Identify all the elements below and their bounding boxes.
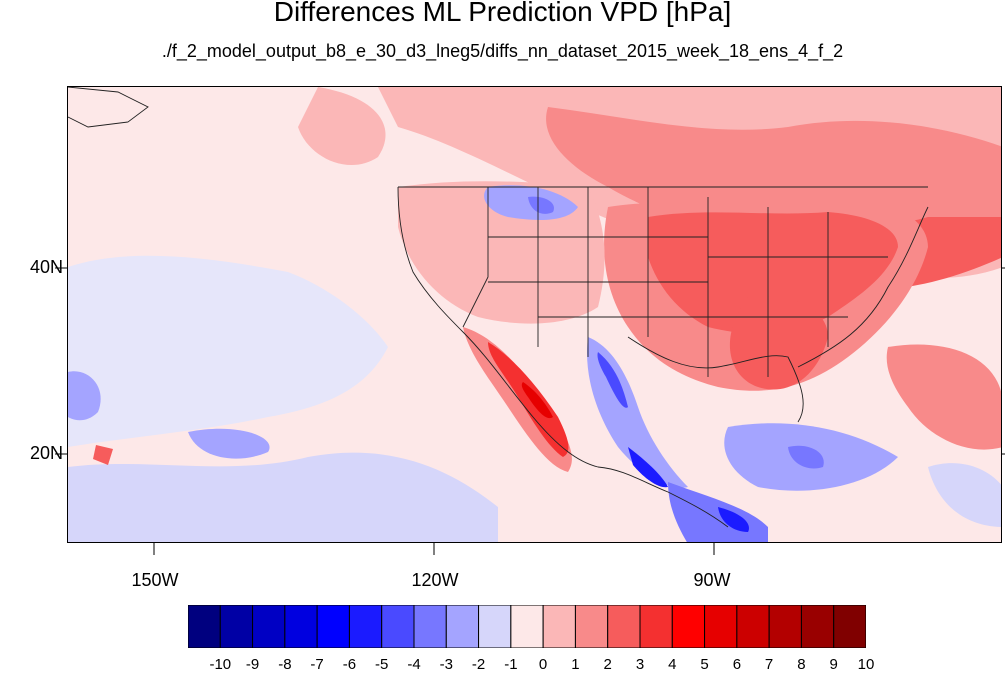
colorbar-tick-label: -4	[407, 656, 421, 673]
colorbar-tick-label: 4	[668, 656, 677, 673]
map-title: Differences ML Prediction VPD [hPa]	[273, 0, 732, 27]
colorbar-tick-label: -9	[245, 656, 260, 673]
colorbar-swatch	[510, 604, 544, 649]
colorbar	[187, 604, 867, 649]
colorbar-swatch	[478, 604, 512, 649]
colorbar-tick-label: 1	[571, 656, 580, 673]
lon-label-90w: 90W	[693, 570, 731, 590]
colorbar-swatch	[607, 604, 641, 649]
colorbar-swatch	[800, 604, 835, 649]
colorbar-swatch	[639, 604, 673, 649]
lon-label-120w: 120W	[411, 570, 459, 590]
colorbar-swatch	[574, 604, 609, 649]
map-plot-area	[67, 86, 1002, 543]
colorbar-tick-label: -7	[310, 656, 324, 673]
colorbar-swatch	[316, 604, 350, 649]
colorbar-tick-label: 2	[603, 656, 612, 673]
colorbar-tick-label: -5	[375, 656, 389, 673]
colorbar-tick-label: 6	[732, 656, 742, 673]
colorbar-tick-label: 5	[700, 656, 709, 673]
colorbar-swatch	[671, 604, 706, 649]
colorbar-tick-label: 10	[857, 656, 875, 673]
colorbar-tick-label: -10	[209, 656, 232, 673]
colorbar-swatch	[542, 604, 576, 649]
colorbar-swatch	[736, 604, 770, 649]
colorbar-tick-label: 9	[829, 656, 838, 673]
lat-label-20n: 20N	[30, 443, 64, 463]
colorbar-swatch	[252, 604, 286, 649]
colorbar-tick-label: -2	[471, 656, 486, 673]
lat-label-40n: 40N	[30, 257, 64, 277]
colorbar-swatch	[833, 604, 867, 649]
colorbar-swatch	[413, 604, 447, 649]
colorbar-swatches	[187, 604, 867, 649]
colorbar-swatch	[704, 604, 738, 649]
colorbar-tick-label: -6	[342, 656, 357, 673]
colorbar-tick-label: 0	[538, 656, 548, 673]
colorbar-swatch	[381, 604, 415, 649]
colorbar-tick-label: -8	[278, 656, 292, 673]
vpd-difference-field	[68, 87, 1001, 542]
colorbar-tick-label: 3	[635, 656, 645, 673]
colorbar-tick-label: 7	[764, 656, 774, 673]
colorbar-swatch	[348, 604, 383, 649]
colorbar-tick-label: 8	[797, 656, 806, 673]
colorbar-swatch	[219, 604, 254, 649]
colorbar-swatch	[187, 604, 221, 649]
colorbar-tick-label: -3	[439, 656, 453, 673]
colorbar-swatch	[284, 604, 318, 649]
colorbar-swatch	[445, 604, 480, 649]
colorbar-tick-label: -1	[504, 656, 518, 673]
map-subtitle: ./f_2_model_output_b8_e_30_d3_lneg5/diff…	[161, 41, 844, 61]
colorbar-swatch	[768, 604, 802, 649]
lon-label-150w: 150W	[131, 570, 179, 590]
